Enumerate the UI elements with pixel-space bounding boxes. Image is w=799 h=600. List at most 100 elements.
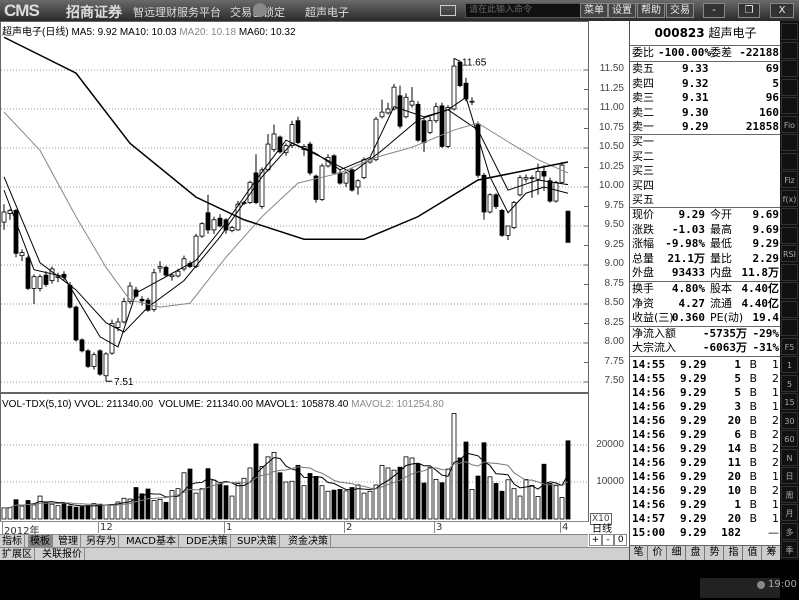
zoom-reset-button[interactable]: 0	[614, 534, 628, 546]
toolbar-icon[interactable]	[781, 319, 798, 336]
wifi-icon[interactable]	[253, 3, 267, 17]
candle[interactable]	[25, 255, 31, 290]
candle[interactable]	[43, 271, 49, 287]
candle[interactable]	[85, 349, 91, 368]
candle[interactable]	[499, 208, 505, 237]
toolbar-icon[interactable]	[781, 78, 798, 96]
ask-row[interactable]: 卖四 9.32 5	[632, 77, 779, 91]
candle[interactable]	[481, 172, 487, 220]
trade-row[interactable]: 14:55 9.29 1 B 1	[632, 358, 779, 372]
trade-row[interactable]: 14:56 9.29 10 B 2	[632, 484, 779, 498]
candle[interactable]	[139, 296, 145, 306]
bid-row[interactable]: 买四	[632, 179, 779, 193]
toolbar-icon[interactable]	[781, 208, 798, 225]
tab-6[interactable]: SUP决策	[235, 535, 280, 548]
candle[interactable]	[421, 118, 427, 152]
toolbar-icon[interactable]	[781, 60, 798, 77]
toolbar-icon[interactable]: Fiz	[781, 171, 798, 188]
tab-0[interactable]: 扩展区	[0, 548, 35, 561]
tab-7[interactable]: 资金决策	[286, 535, 331, 548]
candle[interactable]	[271, 124, 277, 152]
quote-tab-2[interactable]: 细	[668, 546, 686, 560]
toolbar-icon[interactable]: 日	[781, 467, 798, 484]
trade-row[interactable]: 14:56 9.29 5 B 1	[632, 386, 779, 400]
candle[interactable]	[385, 102, 391, 115]
trade-row[interactable]: 14:57 9.29 20 B 1	[632, 512, 779, 526]
candle[interactable]	[217, 214, 223, 228]
candle[interactable]	[49, 266, 55, 284]
candle[interactable]	[151, 268, 157, 312]
candle[interactable]	[451, 58, 457, 111]
candle[interactable]	[193, 233, 199, 269]
bid-row[interactable]: 买三	[632, 164, 779, 178]
tab-1[interactable]: 关联报价	[40, 548, 85, 561]
trade-row[interactable]: 14:56 9.29 3 B 1	[632, 400, 779, 414]
ask-row[interactable]: 卖二 9.30 160	[632, 106, 779, 120]
candle[interactable]	[403, 93, 409, 119]
settings-button[interactable]: 设置	[608, 3, 636, 18]
toolbar-icon[interactable]	[781, 226, 798, 244]
candle[interactable]	[13, 208, 19, 258]
toolbar-icon[interactable]	[781, 263, 798, 281]
toolbar-icon[interactable]: N	[781, 448, 798, 466]
candle[interactable]	[379, 99, 385, 119]
candle[interactable]	[247, 180, 253, 205]
quote-tab-5[interactable]: 指	[725, 546, 743, 560]
candle[interactable]	[397, 85, 403, 129]
candle[interactable]	[91, 352, 97, 370]
help-button[interactable]: 帮助	[637, 3, 665, 18]
toolbar-icon[interactable]: 1	[781, 356, 798, 373]
quote-tab-0[interactable]: 笔	[630, 546, 648, 560]
candle[interactable]	[1, 204, 7, 230]
trade-row[interactable]: 14:55 9.29 5 B 2	[632, 372, 779, 386]
trade-row[interactable]: 15:00 9.29 182 —	[632, 526, 779, 540]
bid-row[interactable]: 买一	[632, 135, 779, 149]
toolbar-icon[interactable]: 60	[781, 430, 798, 447]
toolbar-icon[interactable]	[781, 23, 798, 40]
trade-row[interactable]: 14:56 9.29 6 B 2	[632, 428, 779, 442]
tab-3[interactable]: 另存为	[84, 535, 119, 548]
toolbar-icon[interactable]: 周	[781, 485, 798, 503]
candle[interactable]	[349, 167, 355, 192]
ask-row[interactable]: 卖三 9.31 96	[632, 91, 779, 105]
quote-tab-4[interactable]: 势	[706, 546, 724, 560]
ask-row[interactable]: 卖一 9.29 21858	[632, 120, 779, 134]
candle[interactable]	[355, 179, 361, 195]
candle[interactable]	[199, 222, 205, 238]
candle[interactable]	[31, 274, 37, 304]
toolbar-icon[interactable]: f(x)	[781, 189, 798, 207]
trade-button[interactable]: 交易	[666, 3, 694, 18]
trade-row[interactable]: 14:56 9.29 20 B 2	[632, 414, 779, 428]
toolbar-icon[interactable]: 5	[781, 374, 798, 392]
candle[interactable]	[79, 338, 85, 353]
period-label[interactable]: 日线	[592, 524, 612, 535]
candle[interactable]	[439, 102, 445, 148]
bid-row[interactable]: 买二	[632, 150, 779, 164]
candle[interactable]	[97, 349, 103, 376]
candle[interactable]	[157, 261, 163, 273]
close-button[interactable]: X	[770, 3, 794, 18]
bid-row[interactable]: 买五	[632, 193, 779, 207]
tab-1[interactable]: 模板	[28, 535, 53, 548]
candle[interactable]	[295, 116, 301, 145]
minimize-button[interactable]: -	[703, 3, 725, 18]
candle[interactable]	[319, 163, 325, 202]
kline-chart[interactable]: 11.65 7.51	[0, 21, 629, 560]
quote-tab-3[interactable]: 盘	[687, 546, 705, 560]
keyboard-icon[interactable]	[440, 5, 456, 16]
candle[interactable]	[277, 135, 283, 154]
candle[interactable]	[505, 225, 511, 241]
quote-tab-6[interactable]: 值	[744, 546, 762, 560]
candle[interactable]	[427, 116, 433, 134]
quote-tab-1[interactable]: 价	[649, 546, 667, 560]
toolbar-icon[interactable]	[781, 97, 798, 114]
candle[interactable]	[493, 193, 499, 209]
candle[interactable]	[553, 180, 559, 203]
toolbar-icon[interactable]	[781, 152, 798, 170]
trade-row[interactable]: 14:56 9.29 1 B 1	[632, 498, 779, 512]
candle[interactable]	[487, 193, 493, 214]
candle[interactable]	[307, 141, 313, 176]
toolbar-icon[interactable]	[781, 282, 798, 299]
toolbar-icon[interactable]: 季	[781, 541, 798, 558]
zoom-out-button[interactable]: -	[601, 534, 615, 546]
